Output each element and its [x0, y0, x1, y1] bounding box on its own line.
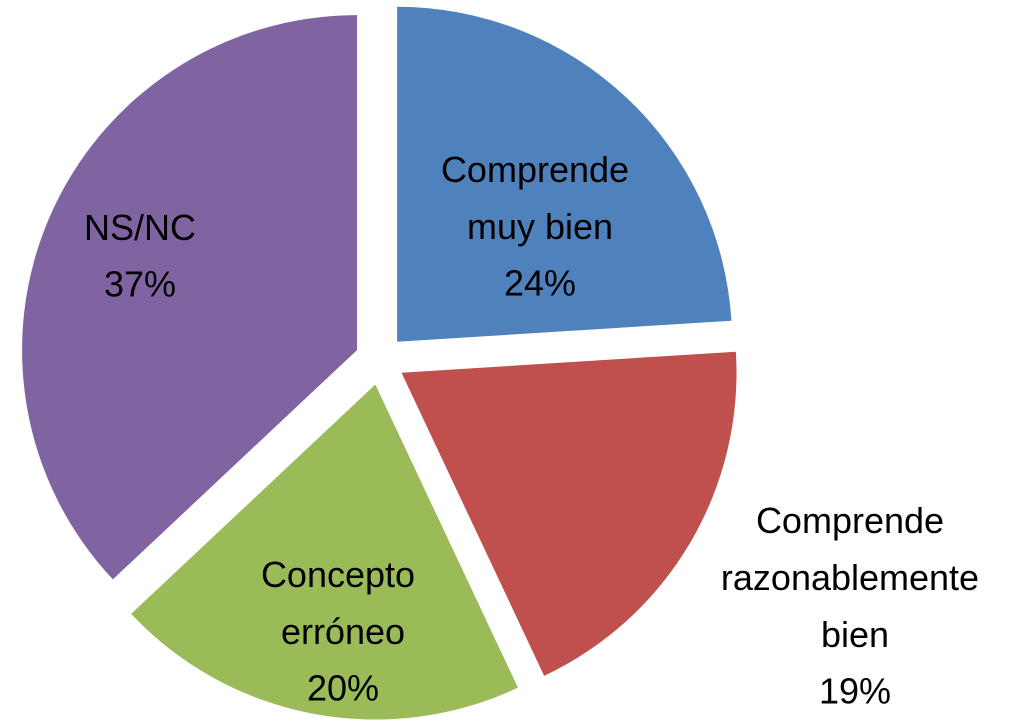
pie-slice [131, 384, 518, 720]
value-label: 37% [104, 264, 176, 305]
value-label: 20% [307, 668, 379, 709]
slice-label: Comprende razonablemente bien [721, 500, 989, 655]
slice-label: Comprende muy bien [441, 149, 639, 247]
value-label: 19% [819, 671, 891, 712]
pie-slice [22, 15, 358, 580]
value-label: 24% [504, 263, 576, 304]
pie-slice [397, 6, 732, 342]
pie-slice [401, 351, 737, 676]
slice-label: Concepto erróneo [261, 554, 425, 652]
slice-label: NS/NC [84, 207, 196, 248]
